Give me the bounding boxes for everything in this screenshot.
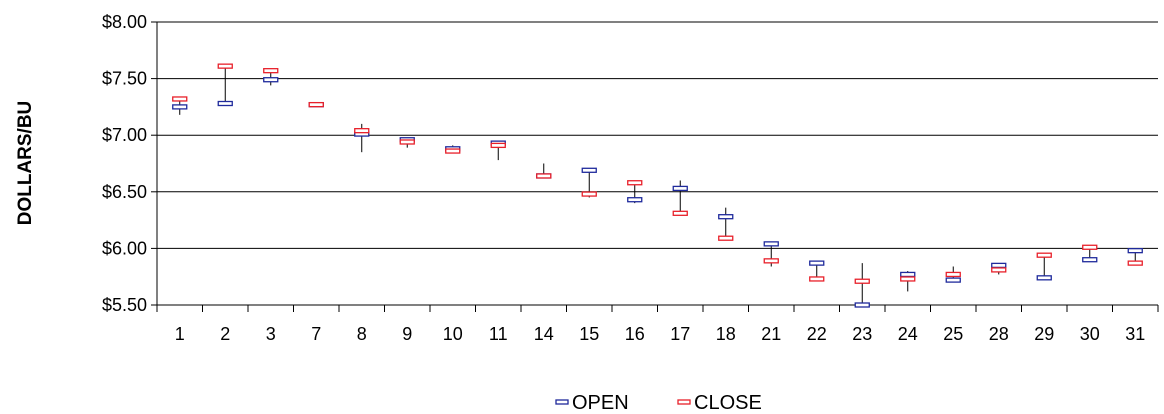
y-tick-label: $8.00 — [102, 12, 147, 32]
y-axis-title: DOLLARS/BU — [15, 101, 36, 226]
close-mark — [1036, 252, 1052, 258]
x-tick-label: 21 — [761, 324, 781, 344]
open-mark — [263, 77, 279, 83]
x-tick-label: 15 — [579, 324, 599, 344]
y-tick-label: $7.00 — [102, 125, 147, 145]
open-mark — [809, 260, 825, 266]
open-mark — [172, 104, 188, 110]
open-mark — [1036, 275, 1052, 281]
x-tick-label: 14 — [534, 324, 554, 344]
close-mark — [172, 96, 188, 102]
price-marks — [172, 63, 1143, 308]
x-tick-label: 18 — [716, 324, 736, 344]
close-mark — [900, 276, 916, 282]
close-mark — [217, 63, 233, 69]
close-mark — [718, 235, 734, 241]
y-tick-label: $6.50 — [102, 182, 147, 202]
open-mark — [1127, 248, 1143, 254]
open-mark — [718, 214, 734, 220]
open-mark — [217, 100, 233, 107]
x-tick-label: 9 — [402, 324, 412, 344]
x-axis: 1 2 3 7 8 9 10 11 14 15 16 17 18 21 22 23 24 25 28 29 30 31 — [156, 22, 1159, 344]
legend: OPEN CLOSE — [555, 392, 762, 414]
close-mark — [354, 128, 370, 134]
close-mark — [1127, 260, 1143, 266]
x-tick-label: 3 — [266, 324, 276, 344]
close-mark — [854, 278, 870, 284]
open-mark — [945, 277, 961, 283]
gridlines — [151, 21, 1158, 306]
x-tick-label: 29 — [1034, 324, 1054, 344]
open-mark — [763, 241, 779, 247]
x-tick-label: 1 — [175, 324, 185, 344]
legend-label: OPEN — [572, 392, 629, 414]
close-mark — [399, 139, 415, 145]
x-tick-label: 22 — [807, 324, 827, 344]
y-tick-label: $7.50 — [102, 69, 147, 89]
close-mark — [809, 276, 825, 282]
open-mark — [854, 302, 870, 308]
x-tick-label: 30 — [1080, 324, 1100, 344]
legend-swatch — [677, 399, 691, 405]
x-tick-label: 2 — [220, 324, 230, 344]
x-tick-label: 17 — [670, 324, 690, 344]
x-tick-label: 10 — [443, 324, 463, 344]
x-tick-label: 28 — [989, 324, 1009, 344]
close-mark — [945, 271, 961, 278]
close-mark — [672, 210, 688, 216]
x-tick-label: 16 — [625, 324, 645, 344]
open-mark — [991, 262, 1007, 269]
close-mark — [490, 142, 506, 149]
open-mark — [581, 167, 597, 173]
x-tick-label: 11 — [489, 324, 508, 344]
close-mark — [1082, 244, 1098, 250]
open-mark — [1082, 257, 1098, 263]
legend-label: CLOSE — [694, 392, 762, 414]
x-tick-label: 25 — [943, 324, 963, 344]
x-tick-label: 31 — [1125, 324, 1145, 344]
close-mark — [627, 180, 643, 186]
y-tick-label: $5.50 — [102, 295, 147, 315]
open-mark — [627, 197, 643, 203]
x-tick-label: 8 — [357, 324, 367, 344]
x-tick-label: 24 — [898, 324, 918, 344]
close-mark — [308, 101, 324, 108]
close-mark — [263, 68, 279, 74]
x-tick-label: 23 — [852, 324, 872, 344]
y-tick-labels: $5.50 $6.00 $6.50 $7.00 $7.50 $8.00 — [102, 12, 147, 315]
close-mark — [445, 148, 461, 154]
legend-swatch — [555, 399, 569, 405]
open-mark — [900, 271, 916, 278]
x-tick-label: 7 — [311, 324, 321, 344]
close-mark — [581, 191, 597, 197]
close-mark — [991, 267, 1007, 273]
close-mark — [763, 258, 779, 264]
open-mark — [672, 185, 688, 192]
close-mark — [536, 173, 552, 179]
y-tick-label: $6.00 — [102, 238, 147, 258]
